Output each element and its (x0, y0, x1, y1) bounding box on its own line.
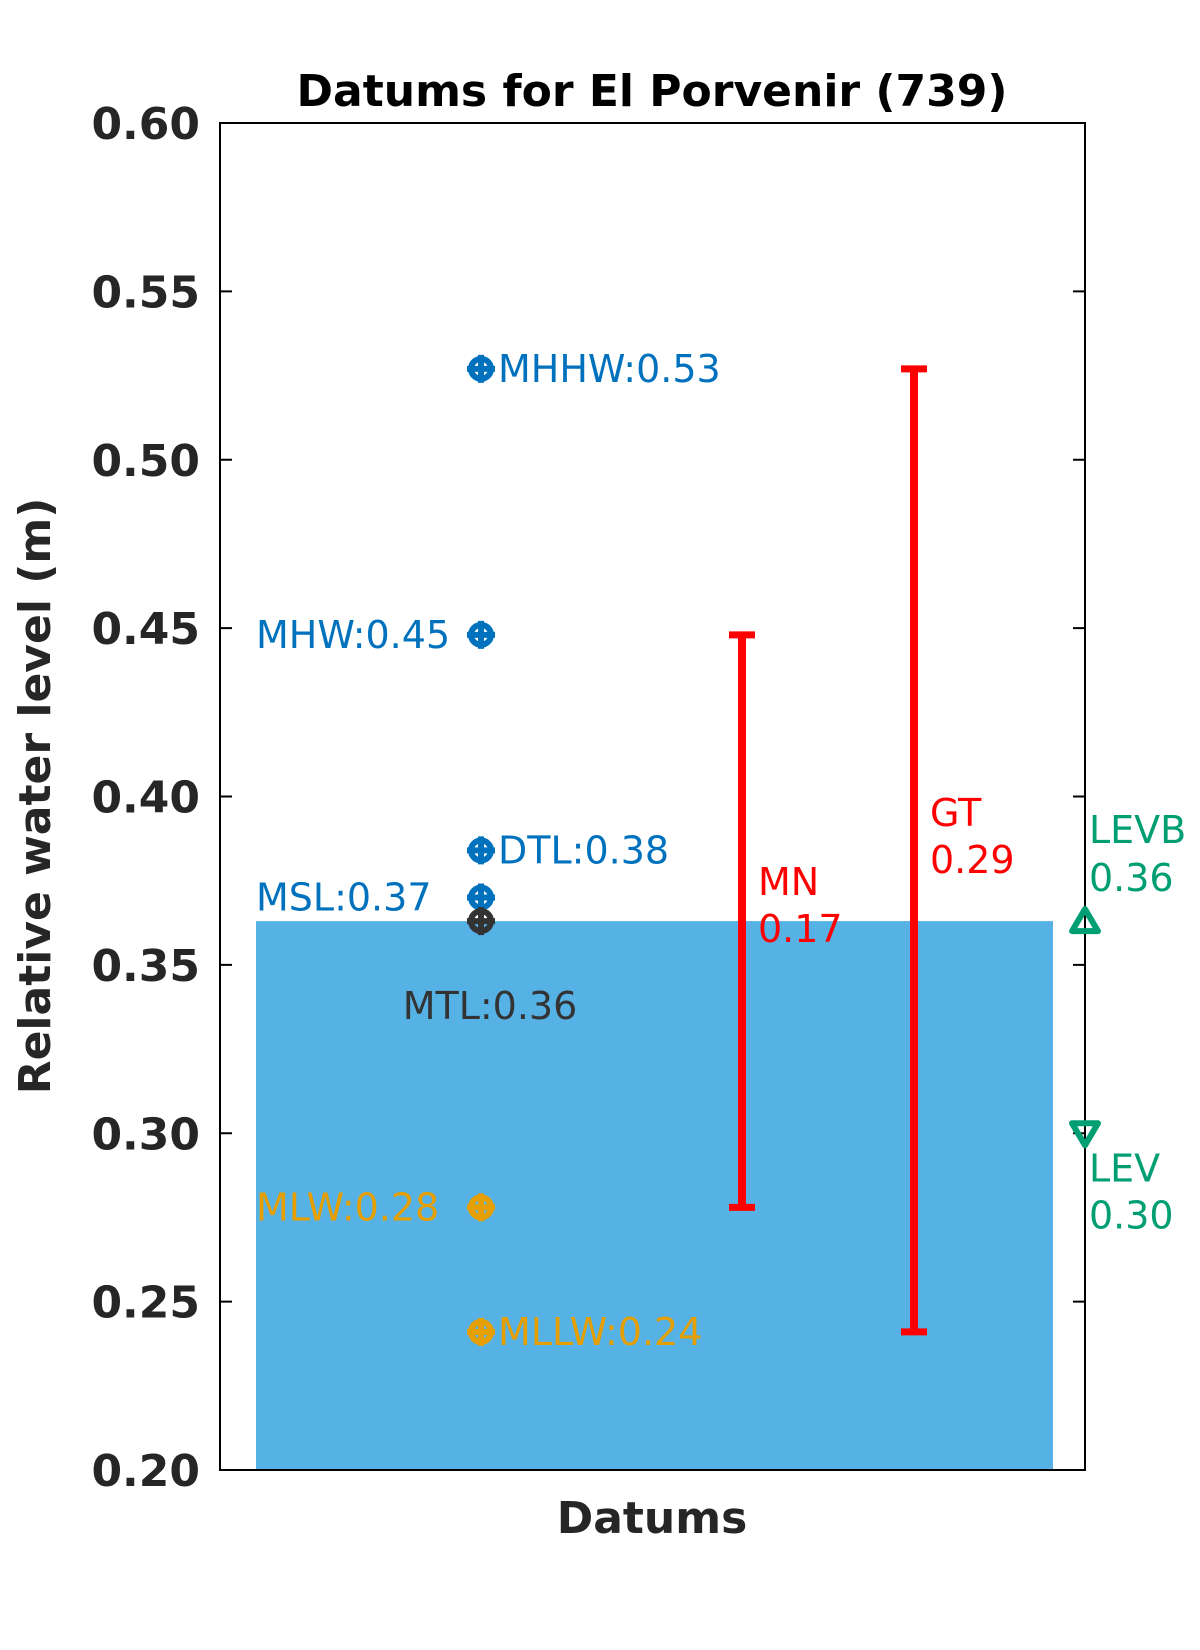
datum-label: DTL:0.38 (498, 828, 669, 872)
y-tick-label: 0.35 (91, 941, 200, 992)
datum-label: MSL:0.37 (256, 876, 432, 920)
datum-label: MLW:0.28 (256, 1185, 439, 1229)
y-axis-label: Relative water level (m) (10, 498, 61, 1095)
chart-title: Datums for El Porvenir (739) (297, 66, 1008, 117)
y-tick-label: 0.30 (91, 1109, 200, 1160)
datum-dtl: DTL:0.38 (467, 828, 669, 872)
y-tick-label: 0.40 (91, 773, 200, 824)
datum-label: MHW:0.45 (256, 613, 450, 657)
level-value: 0.36 (1089, 856, 1174, 900)
range-gt: GT0.29 (901, 365, 1015, 1336)
y-axis-ticks: 0.20 0.25 0.30 0.35 0.40 0.45 0.50 0.55 0.60 (91, 99, 1085, 1497)
level-value: 0.30 (1089, 1193, 1174, 1237)
level-marker (1069, 906, 1101, 935)
water-level-bar (256, 921, 1053, 1470)
range-name: MN (758, 860, 819, 904)
chart-marks: MHHW:0.53 MHW:0.45 DTL:0.38 MSL:0.37 MTL:0.3… (256, 347, 1186, 1354)
datum-label: MLLW:0.24 (498, 1310, 702, 1354)
y-tick-label: 0.50 (91, 436, 200, 487)
y-tick-label: 0.25 (91, 1278, 200, 1329)
y-tick-label: 0.20 (91, 1446, 200, 1497)
datum-mhw: MHW:0.45 (256, 613, 495, 657)
range-value: 0.17 (758, 907, 843, 951)
datum-mhhw: MHHW:0.53 (467, 347, 721, 391)
y-tick-label: 0.60 (91, 99, 200, 150)
range-name: GT (930, 791, 982, 835)
datum-mlw: MLW:0.28 (256, 1185, 495, 1229)
level-name: LEV (1089, 1146, 1160, 1190)
x-axis-label: Datums (557, 1493, 748, 1544)
y-tick-label: 0.45 (91, 604, 200, 655)
datum-label: MHHW:0.53 (498, 347, 721, 391)
level-name: LEVB (1089, 808, 1186, 852)
datum-msl: MSL:0.37 (256, 876, 495, 920)
level-marker (1069, 1120, 1101, 1149)
datum-label: MTL:0.36 (403, 984, 578, 1028)
range-mn: MN0.17 (729, 631, 843, 1211)
datum-mtl: MTL:0.36 (403, 907, 578, 1028)
datum-mllw: MLLW:0.24 (467, 1310, 702, 1354)
y-tick-label: 0.55 (91, 267, 200, 318)
range-value: 0.29 (930, 838, 1015, 882)
